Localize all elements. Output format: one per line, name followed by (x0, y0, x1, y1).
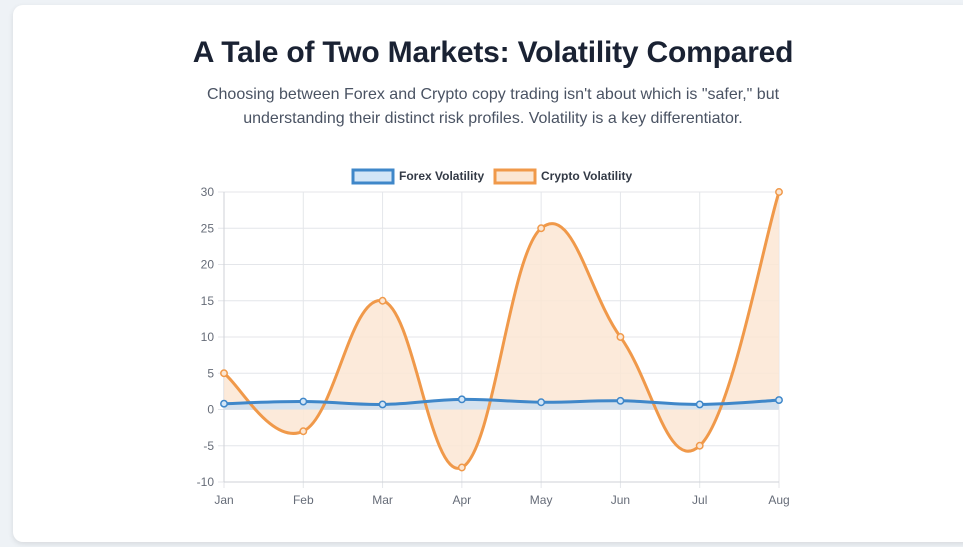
y-tick-label: 5 (207, 366, 214, 380)
y-tick-label: 0 (207, 403, 214, 417)
page-title: A Tale of Two Markets: Volatility Compar… (192, 36, 794, 69)
forex-point (378, 400, 387, 409)
crypto-point (299, 427, 308, 436)
y-tick-label: 25 (201, 221, 215, 235)
forex-point (616, 396, 625, 405)
crypto-point (775, 188, 783, 196)
forex-point (220, 399, 228, 408)
chart-card (13, 5, 963, 542)
y-tick-label: 20 (201, 258, 215, 272)
legend-label-crypto: Crypto Volatility (541, 169, 632, 183)
x-tick-label: Apr (453, 493, 472, 507)
crypto-point (537, 224, 546, 233)
forex-line (222, 397, 781, 406)
x-tick-label: Feb (293, 493, 314, 507)
series-points (220, 188, 783, 472)
y-tick-label: 15 (201, 294, 215, 308)
crypto-point (695, 441, 704, 450)
crypto-point (457, 463, 466, 472)
forex-point (775, 396, 783, 405)
page-subtitle: Choosing between Forex and Crypto copy t… (0, 83, 963, 131)
y-tick-label: 30 (201, 185, 215, 199)
y-tick-label: -10 (197, 475, 215, 489)
forex-point (457, 395, 466, 404)
legend-label-forex: Forex Volatility (399, 169, 484, 183)
legend-swatch-crypto (493, 168, 537, 185)
x-tick-label: Mar (372, 493, 393, 507)
subtitle-line-1: Choosing between Forex and Crypto copy t… (206, 86, 780, 103)
forex-point (537, 398, 546, 407)
forex-point (299, 397, 308, 406)
y-tick-label: 10 (201, 330, 215, 344)
subtitle-line-2: understanding their distinct risk profil… (243, 110, 743, 127)
x-tick-label: Jul (692, 493, 707, 507)
x-axis-ticks: Jan Feb Mar Apr May Jun Jul Aug (214, 493, 789, 507)
legend-item-forex: Forex Volatility (351, 168, 484, 185)
legend-item-crypto: Crypto Volatility (493, 168, 632, 185)
crypto-point (220, 369, 228, 378)
y-axis-ticks: 30 25 20 15 10 5 0 -5 -10 (197, 185, 215, 489)
x-tick-label: May (530, 493, 553, 507)
forex-point (695, 400, 704, 409)
crypto-fill-area (224, 192, 779, 469)
x-tick-label: Jun (611, 493, 630, 507)
crypto-point (616, 333, 625, 341)
chart-legend: Forex Volatility Crypto Volatility (351, 168, 632, 185)
crypto-point (378, 296, 387, 305)
x-tick-label: Aug (768, 493, 789, 507)
legend-swatch-forex (351, 168, 395, 185)
x-tick-label: Jan (214, 493, 233, 507)
y-tick-label: -5 (203, 439, 214, 453)
